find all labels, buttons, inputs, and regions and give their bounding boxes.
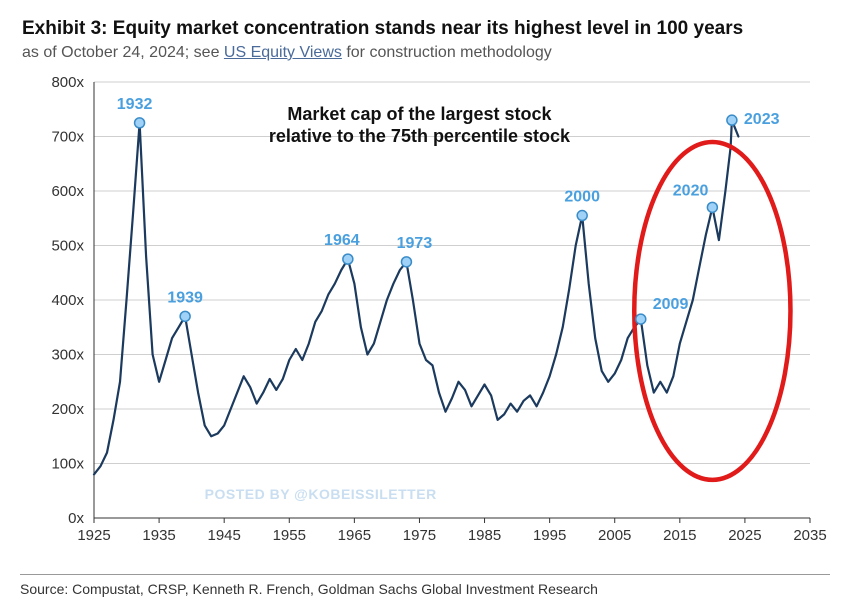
svg-text:0x: 0x bbox=[68, 510, 84, 527]
subtitle-pre: as of October 24, 2024; see bbox=[22, 44, 224, 61]
svg-text:1932: 1932 bbox=[117, 96, 153, 113]
svg-text:1973: 1973 bbox=[397, 235, 433, 252]
subtitle-post: for construction methodology bbox=[342, 44, 552, 61]
line-chart-svg: 0x 100x 200x 300x 400x 500x 600x 700x 800x 1925 19… bbox=[22, 72, 828, 552]
chart-area: 0x 100x 200x 300x 400x 500x 600x 700x 800x 1925 19… bbox=[22, 72, 828, 557]
svg-text:relative to the 75th percentil: relative to the 75th percentile stock bbox=[269, 126, 571, 146]
svg-text:1925: 1925 bbox=[77, 527, 110, 544]
svg-text:1964: 1964 bbox=[324, 232, 360, 249]
svg-text:800x: 800x bbox=[51, 74, 84, 91]
svg-text:1935: 1935 bbox=[142, 527, 175, 544]
svg-text:200x: 200x bbox=[51, 401, 84, 418]
svg-text:1945: 1945 bbox=[207, 527, 240, 544]
svg-text:1965: 1965 bbox=[338, 527, 371, 544]
svg-text:Market cap of the largest stoc: Market cap of the largest stock bbox=[287, 104, 552, 124]
exhibit-subtitle: as of October 24, 2024; see US Equity Vi… bbox=[22, 44, 828, 62]
exhibit-title: Exhibit 3: Equity market concentration s… bbox=[22, 18, 828, 40]
source-text: Source: Compustat, CRSP, Kenneth R. Fren… bbox=[20, 574, 830, 597]
svg-text:1975: 1975 bbox=[403, 527, 436, 544]
svg-text:2025: 2025 bbox=[728, 527, 761, 544]
svg-text:400x: 400x bbox=[51, 292, 84, 309]
svg-text:2009: 2009 bbox=[653, 296, 689, 313]
svg-text:2005: 2005 bbox=[598, 527, 631, 544]
svg-text:POSTED BY @KOBEISSILETTER: POSTED BY @KOBEISSILETTER bbox=[205, 486, 437, 502]
svg-text:1939: 1939 bbox=[167, 289, 203, 306]
svg-text:2035: 2035 bbox=[793, 527, 826, 544]
svg-text:600x: 600x bbox=[51, 183, 84, 200]
methodology-link[interactable]: US Equity Views bbox=[224, 44, 342, 61]
svg-text:2000: 2000 bbox=[564, 189, 600, 206]
svg-text:2023: 2023 bbox=[744, 111, 780, 128]
svg-text:500x: 500x bbox=[51, 238, 84, 255]
svg-text:300x: 300x bbox=[51, 347, 84, 364]
svg-text:1985: 1985 bbox=[468, 527, 501, 544]
svg-text:1955: 1955 bbox=[273, 527, 306, 544]
svg-text:100x: 100x bbox=[51, 456, 84, 473]
svg-text:1995: 1995 bbox=[533, 527, 566, 544]
svg-text:2020: 2020 bbox=[673, 182, 709, 199]
svg-text:700x: 700x bbox=[51, 129, 84, 146]
svg-text:2015: 2015 bbox=[663, 527, 696, 544]
exhibit-container: Exhibit 3: Equity market concentration s… bbox=[0, 0, 850, 603]
